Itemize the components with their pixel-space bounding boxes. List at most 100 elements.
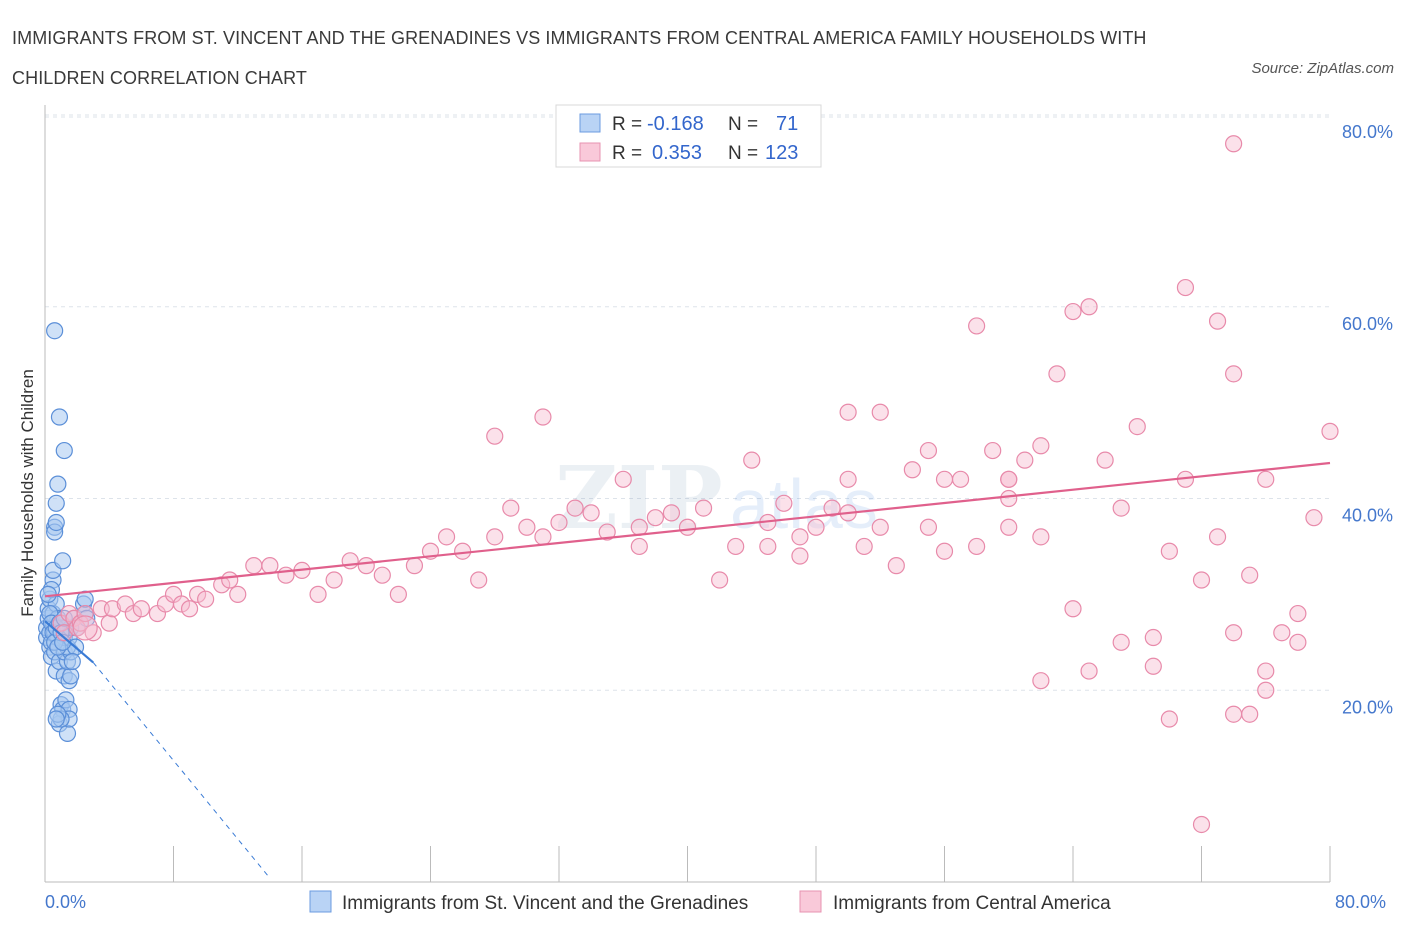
point-pink-49	[646, 509, 664, 527]
point-blue-27	[54, 552, 72, 570]
point-pink-74	[1048, 365, 1066, 383]
point-pink-cluster	[72, 615, 98, 641]
point-pink-104	[1225, 624, 1243, 642]
point-pink-54	[727, 537, 745, 556]
point-pink-111	[1208, 528, 1227, 546]
point-pink-73	[1032, 437, 1050, 455]
point-pink-101	[1000, 489, 1018, 508]
bottom-legend-swatch-blue	[309, 890, 332, 913]
point-pink-45	[582, 504, 600, 522]
point-pink-102	[1112, 633, 1130, 651]
gridlines	[45, 114, 1330, 691]
point-pink-107	[1032, 672, 1050, 690]
point-pink-38	[470, 571, 488, 589]
point-pink-28	[309, 585, 327, 603]
y-axis-label: Family Households with Children	[18, 369, 37, 617]
point-pink-92	[486, 427, 504, 445]
point-pink-72	[1016, 451, 1034, 469]
point-pink-25	[261, 557, 279, 575]
point-pink-46	[598, 523, 616, 541]
bottom-legend-label-blue: Immigrants from St. Vincent and the Gren…	[342, 893, 748, 914]
point-pink-19	[188, 585, 207, 603]
point-pink-96	[968, 317, 986, 335]
point-pink-10	[103, 600, 122, 618]
legend-r-label-blue: R =	[612, 114, 642, 135]
point-pink-63	[871, 403, 889, 421]
point-pink-114	[1225, 705, 1243, 723]
point-pink-105	[919, 441, 938, 460]
point-pink-62	[855, 537, 873, 556]
point-blue-24	[49, 475, 67, 493]
point-pink-119	[759, 537, 777, 556]
legend-r-value-blue: -0.168	[647, 113, 704, 135]
point-pink-44	[566, 499, 584, 517]
point-pink-93	[534, 408, 552, 426]
legend-n-label-blue: N =	[728, 114, 758, 135]
y-tick-labels: 20.0% 40.0% 60.0% 80.0%	[1342, 122, 1393, 717]
y-tick-label-0: 20.0%	[1342, 697, 1393, 717]
point-pink-12	[124, 604, 142, 623]
series-pink-points	[52, 135, 1339, 834]
legend-n-value-pink: 123	[765, 142, 798, 164]
point-pink-60	[823, 499, 841, 517]
point-pink-58	[791, 528, 809, 546]
point-pink-89	[1289, 633, 1307, 651]
point-pink-34	[405, 557, 424, 575]
point-pink-118	[1257, 662, 1275, 680]
point-pink-29	[325, 571, 343, 589]
point-pink-50	[662, 504, 681, 522]
series-blue-points	[38, 322, 96, 742]
x-tick-label-max: 80.0%	[1335, 892, 1386, 912]
point-pink-20	[197, 590, 215, 608]
point-blue-29	[50, 408, 69, 426]
y-tick-label-2: 60.0%	[1342, 314, 1393, 334]
point-blue-30	[46, 322, 64, 340]
point-pink-81	[1160, 542, 1178, 560]
trendline-blue-extension	[92, 662, 271, 879]
point-pink-90	[1305, 509, 1323, 527]
point-pink-87	[1257, 470, 1275, 488]
bottom-legend-label-pink: Immigrants from Central America	[833, 893, 1111, 914]
point-pink-24	[245, 557, 263, 575]
point-pink-103	[1192, 815, 1211, 834]
point-pink-31	[357, 557, 375, 575]
point-pink-43	[550, 513, 568, 532]
point-pink-26	[277, 566, 295, 584]
point-pink-117	[1225, 135, 1243, 153]
point-pink-88	[1273, 624, 1291, 642]
point-pink-55	[743, 451, 761, 469]
point-pink-100	[839, 403, 857, 421]
point-pink-61	[839, 470, 857, 488]
point-pink-97	[1080, 662, 1098, 680]
trendlines	[44, 461, 1331, 879]
point-pink-18	[180, 600, 199, 618]
point-pink-51	[678, 518, 697, 536]
point-pink-112	[1241, 566, 1259, 584]
point-pink-40	[502, 499, 520, 517]
point-pink-30	[341, 552, 359, 570]
point-pink-17	[172, 595, 191, 613]
point-pink-23	[229, 585, 247, 603]
point-pink-91	[1321, 422, 1339, 440]
point-pink-99	[1257, 681, 1275, 699]
point-pink-80	[1144, 628, 1162, 647]
point-pink-79	[1128, 417, 1146, 436]
point-pink-21	[213, 576, 231, 594]
legend-n-label-pink: N =	[728, 143, 758, 164]
point-blue-55	[63, 652, 81, 671]
point-blue-23	[47, 494, 65, 512]
legend-r-value-pink: 0.353	[652, 142, 702, 164]
point-pink-68	[951, 470, 970, 488]
point-blue-69	[55, 609, 73, 627]
point-pink-70	[984, 441, 1002, 460]
point-pink-47	[614, 470, 632, 488]
point-pink-121	[871, 518, 889, 536]
point-pink-113	[1289, 604, 1307, 623]
series-legend: Immigrants from St. Vincent and the Gren…	[309, 890, 1111, 914]
point-pink-78	[1112, 499, 1130, 517]
point-pink-86	[1241, 705, 1259, 723]
point-pink-109	[1144, 657, 1162, 675]
point-pink-48	[630, 518, 648, 536]
chart-title: IMMIGRANTS FROM ST. VINCENT AND THE GREN…	[12, 28, 1147, 88]
